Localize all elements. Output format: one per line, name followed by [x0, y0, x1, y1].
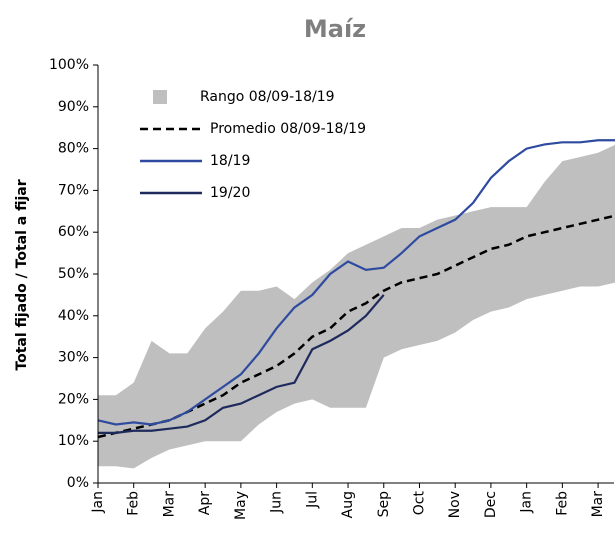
y-axis-label: Total fijado / Total a fijar: [14, 179, 30, 370]
legend-label: 18/19: [210, 153, 250, 169]
y-tick-label: 20%: [58, 391, 89, 407]
x-tick-label: Jan: [90, 491, 106, 514]
x-tick-label: Jul: [304, 491, 320, 509]
legend-label: Rango 08/09-18/19: [200, 89, 335, 105]
series-line: [97, 214, 615, 439]
x-tick-label: Feb: [554, 491, 570, 516]
legend-label: Promedio 08/09-18/19: [210, 121, 366, 137]
y-tick-label: 40%: [58, 308, 89, 324]
x-tick-label: Oct: [411, 491, 427, 516]
y-tick-label: 60%: [58, 224, 89, 240]
x-tick-label: Mar: [161, 491, 177, 518]
legend-swatch: [153, 90, 167, 104]
y-tick-label: 0%: [67, 475, 89, 491]
x-tick-label: Jan: [519, 491, 535, 514]
y-tick-label: 80%: [58, 141, 89, 157]
x-tick-label: Mar: [590, 491, 606, 518]
series-line: [98, 294, 385, 434]
x-tick-label: Jun: [269, 491, 285, 514]
x-tick-label: Nov: [447, 491, 463, 518]
x-tick-label: Feb: [126, 491, 142, 516]
y-tick-label: 50%: [58, 266, 89, 282]
x-tick-label: Dec: [483, 491, 499, 518]
x-tick-label: Apr: [197, 491, 213, 515]
y-tick-label: 30%: [58, 350, 89, 366]
y-tick-label: 10%: [58, 433, 89, 449]
y-tick-label: 90%: [58, 99, 89, 115]
series-line: [97, 139, 615, 426]
plot-area: [97, 139, 615, 469]
x-tick-label: May: [233, 491, 249, 520]
y-tick-label: 70%: [58, 182, 89, 198]
chart-title: Maíz: [304, 15, 366, 43]
legend-label: 19/20: [210, 185, 250, 201]
range-band: [98, 144, 615, 469]
y-tick-label: 100%: [49, 57, 89, 73]
x-tick-label: Aug: [340, 491, 356, 518]
x-tick-label: Sep: [376, 491, 392, 518]
